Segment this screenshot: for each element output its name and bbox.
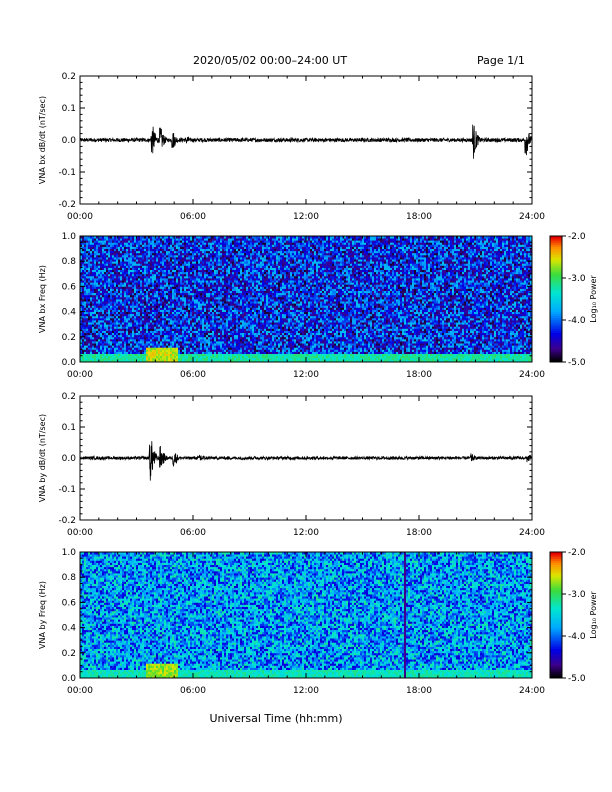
y-tick-label: 0.0 xyxy=(62,136,77,146)
panel-bx_waveform: 00:00 06:00 12:00 18:00 24:00 -0.2 -0.1 0.0 0.1 0… xyxy=(38,72,545,222)
x-tick-label: 18:00 xyxy=(406,212,432,222)
x-tick-label: 12:00 xyxy=(293,212,319,222)
x-tick-label: 00:00 xyxy=(67,212,93,222)
y-tick-label: -0.2 xyxy=(58,200,76,210)
y-axis-label: VNA bx dB/dt (nT/sec) xyxy=(38,96,47,184)
y-tick-label: 0.1 xyxy=(62,104,76,114)
y-tick-label: 0.2 xyxy=(62,72,76,82)
spectrogram-cells-bx_spectrogram xyxy=(80,236,532,362)
y-tick-label: -0.1 xyxy=(58,168,76,178)
x-tick-label: 24:00 xyxy=(519,212,545,222)
waveform-series xyxy=(80,125,532,159)
x-tick-label: 06:00 xyxy=(180,212,206,222)
